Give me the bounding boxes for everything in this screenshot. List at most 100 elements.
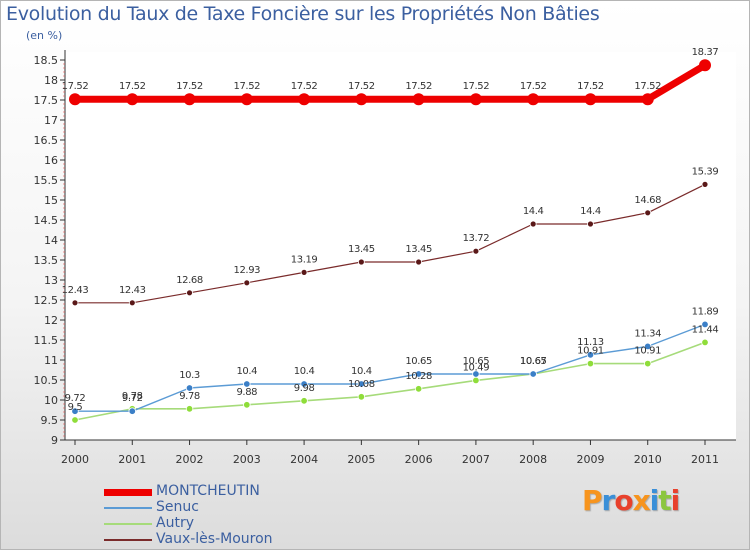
data-label: 10.4 <box>294 366 315 377</box>
y-tick-label: 13 <box>44 274 58 287</box>
data-point <box>529 370 537 378</box>
logo-letter: o <box>614 484 633 517</box>
data-point <box>472 376 480 385</box>
data-point <box>701 180 709 188</box>
data-label: 10.08 <box>348 379 375 390</box>
legend-label: Senuc <box>156 499 199 515</box>
y-tick-label: 17.5 <box>34 94 59 107</box>
data-point <box>529 220 537 228</box>
data-label: 17.52 <box>405 81 432 92</box>
data-point <box>240 93 253 106</box>
legend-item: MONTCHEUTIN <box>104 483 324 500</box>
y-tick-label: 15.5 <box>34 174 59 187</box>
legend-label: Autry <box>156 515 194 531</box>
y-tick-label: 15 <box>44 194 58 207</box>
legend-label: MONTCHEUTIN <box>156 483 260 499</box>
legend-item: Vaux-lès-Mouron <box>104 531 324 548</box>
y-tick-label: 10 <box>44 394 58 407</box>
data-point <box>644 209 652 217</box>
data-label: 17.52 <box>291 81 318 92</box>
data-label: 9.72 <box>65 393 86 404</box>
data-label: 13.72 <box>463 233 490 244</box>
data-point <box>126 93 139 106</box>
y-tick-label: 9.5 <box>41 414 59 427</box>
logo-letter: t <box>658 484 671 517</box>
data-point <box>587 220 594 228</box>
data-label: 12.43 <box>62 285 89 296</box>
legend-item: Autry <box>104 515 324 532</box>
x-tick-label: 2007 <box>462 453 490 466</box>
plot-area <box>65 52 736 440</box>
data-point <box>355 93 368 106</box>
data-point <box>186 289 193 297</box>
data-point <box>300 397 308 405</box>
data-label: 12.43 <box>119 285 146 296</box>
data-point <box>128 299 136 307</box>
y-tick-label: 18 <box>44 74 58 87</box>
x-tick-label: 2002 <box>176 453 204 466</box>
data-label: 15.39 <box>692 166 719 177</box>
data-label: 14.68 <box>634 195 661 206</box>
data-point <box>71 407 79 415</box>
data-label: 10.65 <box>405 356 432 367</box>
x-tick-label: 2004 <box>290 453 318 466</box>
data-label: 17.52 <box>233 81 260 92</box>
data-point <box>584 93 597 106</box>
data-label: 11.13 <box>577 337 604 348</box>
chart-title: Evolution du Taux de Taxe Foncière sur l… <box>6 3 600 25</box>
data-point <box>243 380 251 388</box>
data-point <box>300 268 308 276</box>
data-point <box>128 407 136 415</box>
x-tick-label: 2005 <box>347 453 375 466</box>
data-label: 17.52 <box>577 81 604 92</box>
logo-letter: x <box>632 484 651 517</box>
data-label: 17.52 <box>634 81 661 92</box>
data-point <box>586 351 595 359</box>
data-point <box>185 405 194 413</box>
y-tick-label: 18.5 <box>34 54 59 67</box>
legend-swatch <box>104 539 152 541</box>
x-tick-label: 2006 <box>405 453 433 466</box>
x-tick-label: 2009 <box>576 453 604 466</box>
x-tick-label: 2003 <box>233 453 261 466</box>
series-line-3 <box>74 183 706 304</box>
data-point <box>644 359 652 368</box>
y-tick-label: 11.5 <box>34 334 59 347</box>
data-point <box>414 370 423 378</box>
data-label: 17.52 <box>62 81 89 92</box>
data-label: 17.52 <box>463 81 490 92</box>
data-point <box>243 401 251 409</box>
data-point <box>298 93 311 106</box>
data-point <box>357 393 366 401</box>
data-label: 12.68 <box>176 275 203 286</box>
x-tick-label: 2000 <box>61 453 89 466</box>
data-point <box>69 93 81 106</box>
data-label: 10.65 <box>520 356 547 367</box>
data-label: 10.4 <box>351 366 372 377</box>
data-label: 10.65 <box>463 356 490 367</box>
chart-legend: MONTCHEUTIN Senuc Autry Vaux-lès-Mouron <box>104 483 324 548</box>
data-label: 13.19 <box>291 254 318 265</box>
x-tick-label: 2010 <box>634 453 662 466</box>
y-tick-label: 12.5 <box>34 294 59 307</box>
x-tick-label: 2008 <box>519 453 547 466</box>
y-tick-label: 10.5 <box>34 374 59 387</box>
series-line-1 <box>74 323 706 412</box>
data-label: 9.78 <box>179 391 200 402</box>
data-label: 12.93 <box>233 265 260 276</box>
data-label: 11.34 <box>634 328 661 339</box>
data-label: 9.5 <box>68 402 83 413</box>
data-point <box>527 93 540 106</box>
data-label: 9.72 <box>122 393 143 404</box>
data-point <box>357 380 366 388</box>
data-point <box>472 247 480 255</box>
logo-letter: r <box>601 484 616 517</box>
legend-swatch <box>104 488 152 496</box>
logo-letter: P <box>582 484 603 517</box>
data-label: 10.91 <box>577 346 604 357</box>
data-label: 10.3 <box>179 370 200 381</box>
data-point <box>183 93 196 106</box>
data-point <box>357 258 365 266</box>
series-line-2 <box>74 341 706 421</box>
